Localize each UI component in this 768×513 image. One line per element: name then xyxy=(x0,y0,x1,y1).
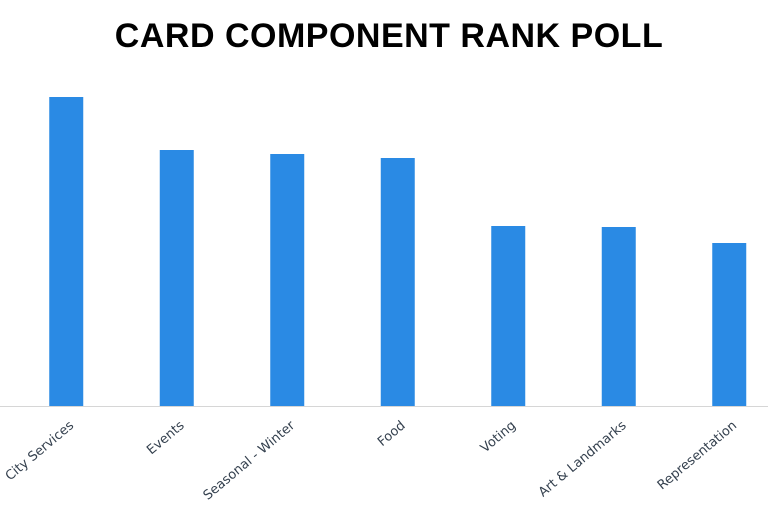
x-tick-label: Events xyxy=(144,418,188,458)
x-tick-label: Representation xyxy=(655,418,740,493)
bar xyxy=(712,243,747,406)
bar xyxy=(491,226,526,406)
x-tick-label: Food xyxy=(375,418,409,450)
bar xyxy=(380,158,415,406)
bar xyxy=(601,227,636,406)
bar xyxy=(270,154,305,406)
x-tick-label: City Services xyxy=(3,418,77,484)
bar xyxy=(159,150,194,406)
bar xyxy=(49,97,84,406)
x-tick-label: Voting xyxy=(478,418,519,456)
x-tick-label: Art & Landmarks xyxy=(536,418,630,500)
chart-title: CARD COMPONENT RANK POLL xyxy=(115,17,663,55)
x-tick-label: Seasonal - Winter xyxy=(201,418,299,504)
